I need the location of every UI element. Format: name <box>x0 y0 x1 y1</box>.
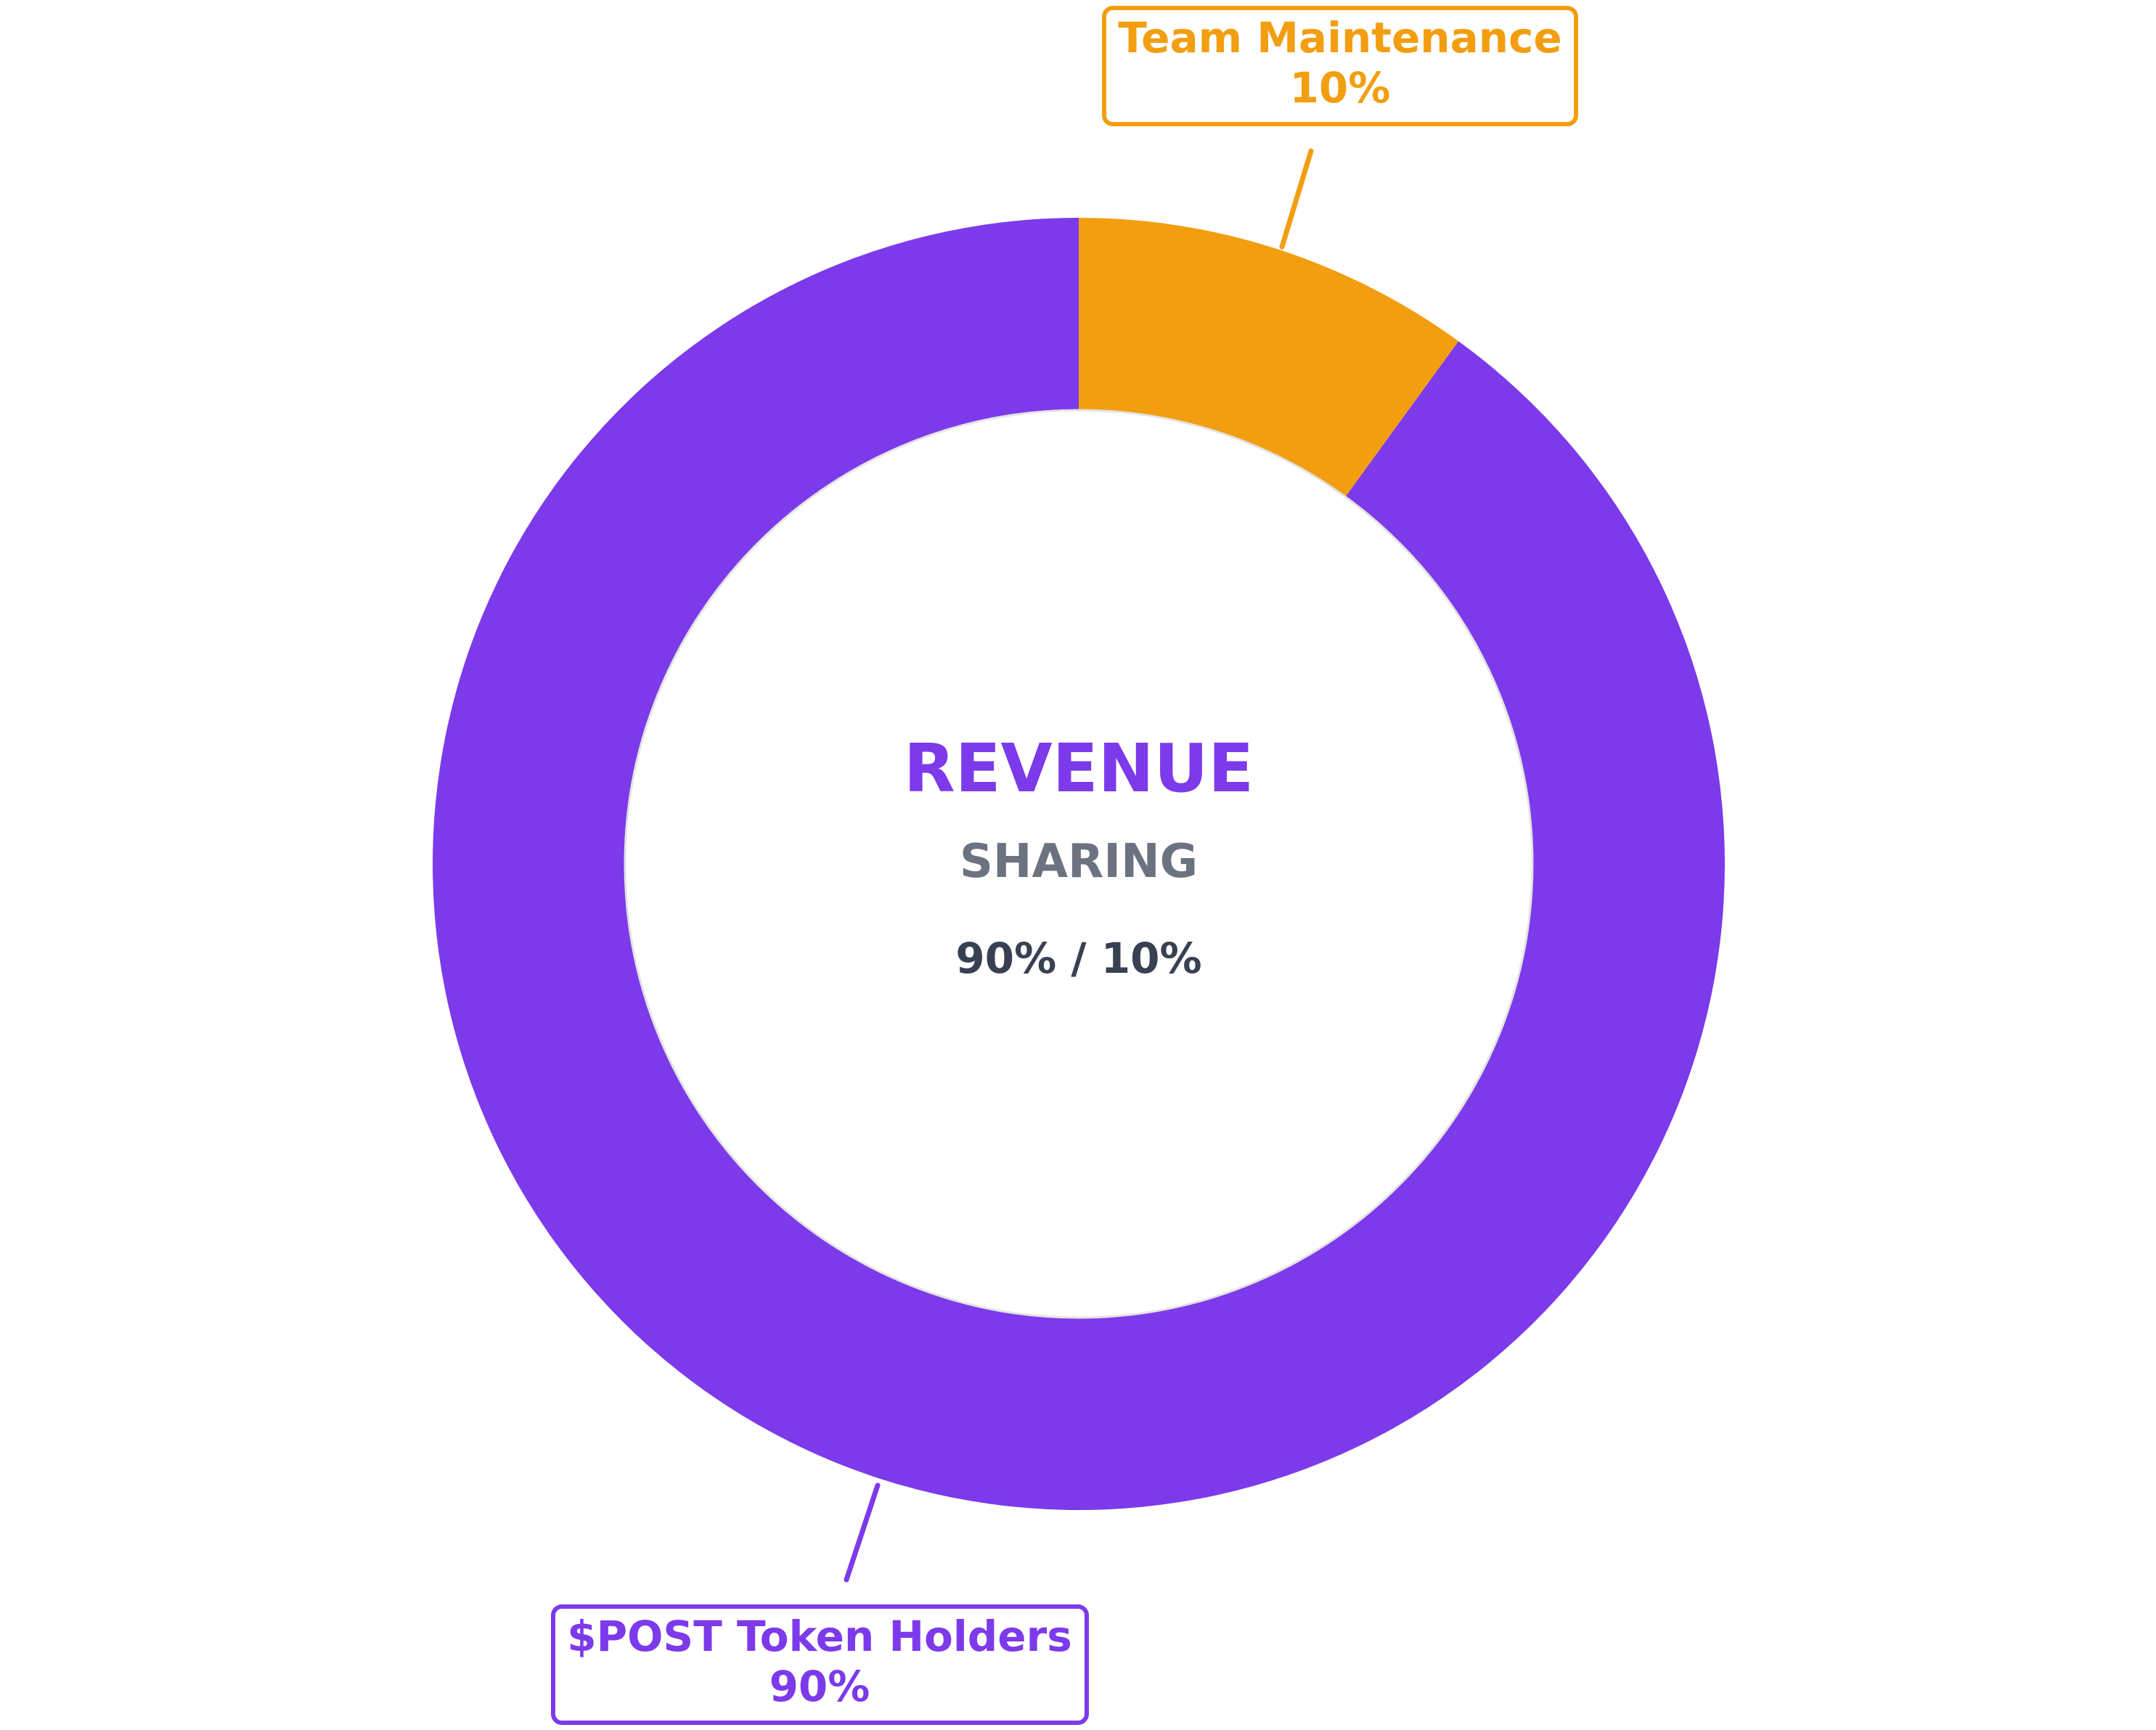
team-maintenance-leader-line <box>1279 148 1314 250</box>
post-holders-label-box <box>551 1604 1089 1725</box>
center-ratio: 90% / 10% <box>955 934 1201 983</box>
donut-hole <box>624 409 1534 1319</box>
center-title: REVENUE <box>904 730 1254 807</box>
slice-team-maintenance <box>1079 218 1459 497</box>
team-maintenance-label-box <box>1102 6 1578 126</box>
post-holders-label: $POST Token Holders <box>567 1612 1072 1661</box>
donut-slices <box>433 218 1726 1510</box>
post-holders-leader-line <box>844 1482 881 1583</box>
post-holders-percent: 90% <box>769 1662 870 1711</box>
slice-post-token-holders <box>433 218 1726 1510</box>
team-maintenance-percent: 10% <box>1290 63 1391 113</box>
team-maintenance-label: Team Maintenance <box>1118 13 1562 62</box>
center-subtitle: SHARING <box>960 835 1198 889</box>
